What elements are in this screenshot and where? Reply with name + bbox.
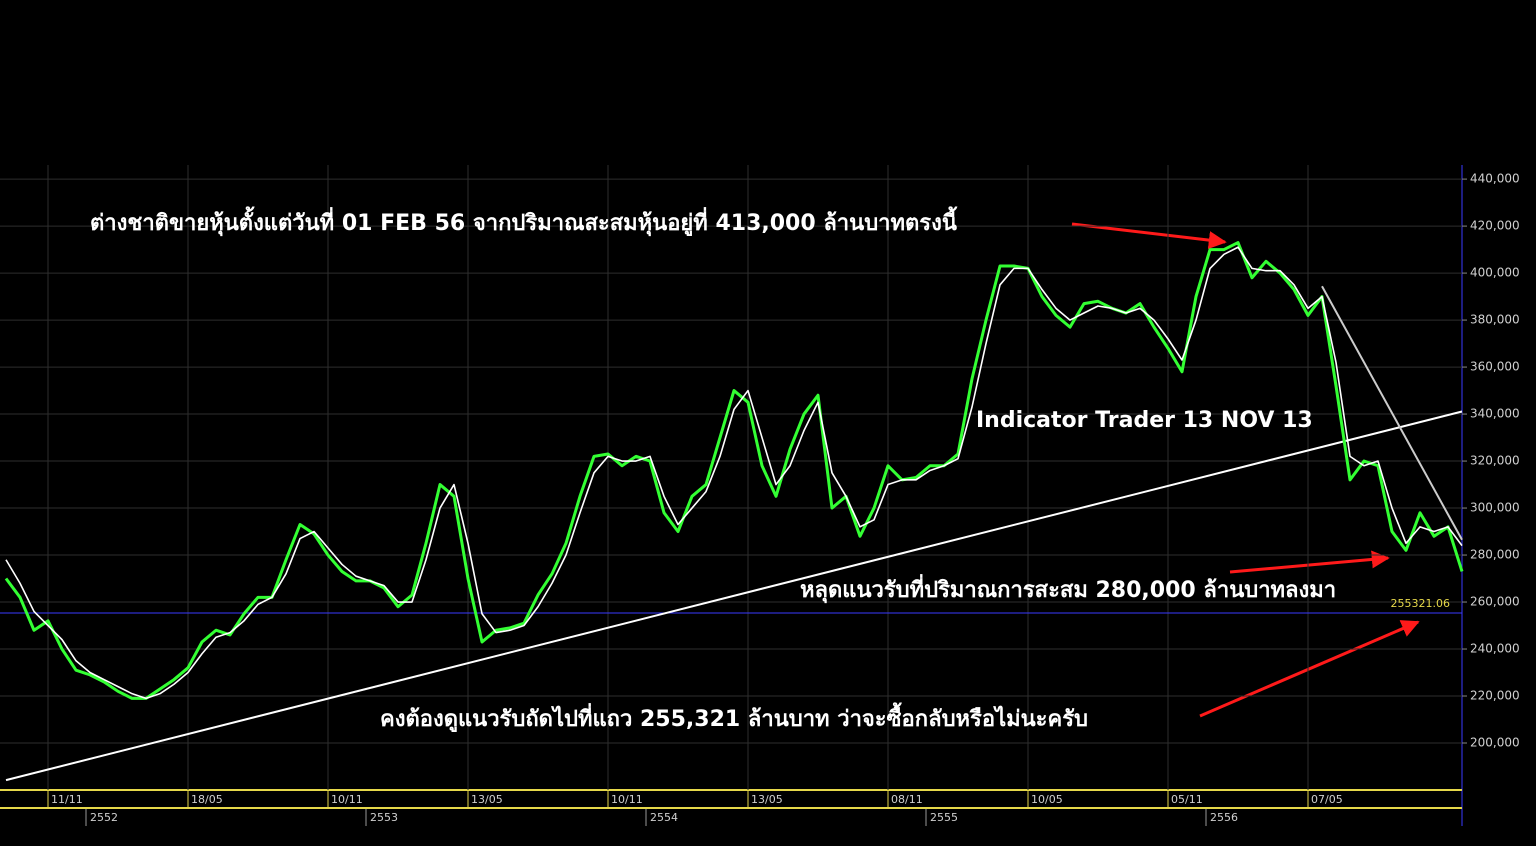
x-tick-label: 08/11 (891, 793, 923, 806)
annotation: Indicator Trader 13 NOV 13 (976, 408, 1313, 433)
y-tick-label: 440,000 (1470, 172, 1520, 186)
year-label: 2556 (1210, 811, 1238, 824)
trendline (1321, 285, 1463, 541)
y-tick-label: 280,000 (1470, 548, 1520, 562)
y-tick-label: 380,000 (1470, 313, 1520, 327)
x-tick-label: 13/05 (471, 793, 503, 806)
reference-label: 255321.06 (1391, 597, 1451, 610)
year-label: 2554 (650, 811, 678, 824)
series-line (4, 241, 1464, 700)
annotation: หลุดแนวรับที่ปริมาณการสะสม 280,000 ล้านบ… (800, 573, 1336, 604)
x-tick-label: 10/11 (331, 793, 363, 806)
annotation: คงต้องดูแนวรับถัดไปที่แถว 255,321 ล้านบา… (380, 702, 1088, 733)
y-tick-label: 260,000 (1470, 595, 1520, 609)
y-tick-label: 360,000 (1470, 360, 1520, 374)
y-tick-label: 320,000 (1470, 454, 1520, 468)
year-label: 2552 (90, 811, 118, 824)
y-tick-label: 420,000 (1470, 219, 1520, 233)
arrow (1229, 550, 1390, 574)
x-tick-label: 05/11 (1171, 793, 1203, 806)
x-tick-label: 10/05 (1031, 793, 1063, 806)
arrow (1199, 620, 1420, 718)
y-tick-label: 400,000 (1470, 266, 1520, 280)
x-tick-label: 13/05 (751, 793, 783, 806)
series-line (5, 246, 1463, 700)
y-tick-label: 220,000 (1470, 689, 1520, 703)
x-tick-label: 07/05 (1311, 793, 1343, 806)
annotation: ต่างชาติขายหุ้นตั้งแต่วันที่ 01 FEB 56 จ… (90, 206, 958, 237)
plot: 200,000 220,000 240,000 260,000 280,000 300,0… (0, 165, 1520, 826)
x-tick-label: 10/11 (611, 793, 643, 806)
arrow (1071, 222, 1227, 250)
year-label: 2553 (370, 811, 398, 824)
x-tick-label: 11/11 (51, 793, 83, 806)
y-tick-label: 240,000 (1470, 642, 1520, 656)
year-label: 2555 (930, 811, 958, 824)
y-tick-label: 300,000 (1470, 501, 1520, 515)
y-tick-label: 340,000 (1470, 407, 1520, 421)
y-tick-label: 200,000 (1470, 736, 1520, 750)
x-tick-label: 18/05 (191, 793, 223, 806)
trendline (5, 410, 1463, 782)
